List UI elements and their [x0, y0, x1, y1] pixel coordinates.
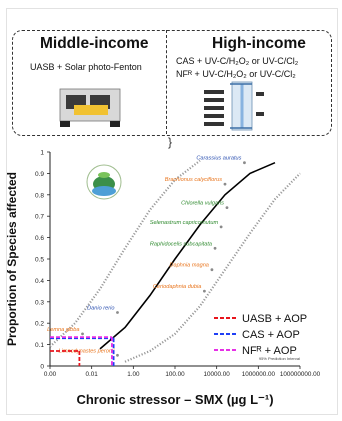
y-tick-label: 0 [40, 364, 44, 371]
x-tick-label: 10000.00 [204, 371, 231, 378]
y-tick-label: 0.2 [35, 321, 44, 328]
species-label: Limnodynastes peronii [58, 348, 115, 354]
prediction-interval-legend: 95% Prediction Interval [259, 356, 300, 361]
species-label: Lemna gibba [47, 327, 79, 333]
legend-label: CAS + AOP [242, 329, 300, 341]
ssd-curve [99, 161, 276, 350]
y-tick-label: 0.5 [35, 257, 44, 264]
species-label: Brachionus calyciflorus [165, 177, 222, 183]
membrane-uv-reactor-icon [204, 81, 264, 131]
middle-income-title: Middle-income [40, 35, 149, 52]
high-income-title: High-income [212, 35, 306, 52]
x-tick-label: 100000000.00 [280, 371, 321, 378]
scenario-panel [12, 30, 332, 136]
species-label: Chlorella vulgaris [181, 201, 224, 207]
species-point [243, 161, 246, 165]
figure-frame [6, 8, 338, 415]
y-tick-label: 0.3 [35, 299, 44, 306]
species-point [219, 225, 223, 229]
x-axis-label: Chronic stressor – SMX (µg L⁻¹) [76, 392, 273, 407]
y-tick-label: 0.7 [35, 214, 44, 221]
species-label: Daphnia magna [169, 263, 209, 269]
x-tick-label: 1.00 [127, 371, 140, 378]
y-tick-label: 0.9 [35, 171, 44, 178]
x-tick-label: 1000000.00 [242, 371, 276, 378]
y-tick-label: 1 [40, 150, 44, 157]
species-label: Danio rerio [87, 306, 114, 312]
high-income-label-2: NFᴿ + UV-C/H₂O₂ or UV-C/Cl₂ [176, 69, 296, 79]
y-tick-label: 0.6 [35, 235, 44, 242]
panel-divider [166, 30, 167, 134]
species-point [116, 353, 119, 357]
species-point [210, 268, 214, 272]
legend-label: NFᴿ + AOP [242, 345, 297, 357]
species-label: Selenastrum capricornutum [150, 220, 219, 226]
species-label: Raphidocelis subcapitata [150, 241, 212, 247]
species-point [116, 311, 119, 314]
x-tick-label: 100.00 [165, 371, 185, 378]
legend-label: UASB + AOP [242, 313, 307, 325]
logo-icon [86, 164, 122, 200]
species-point [223, 182, 227, 186]
prediction-interval-upper [49, 159, 201, 348]
species-point [213, 246, 217, 250]
y-tick-label: 0.8 [35, 192, 44, 199]
species-point [81, 332, 84, 336]
panel-brace: } [168, 135, 173, 149]
species-label: Carassius auratus [196, 156, 241, 162]
x-tick-label: 0.01 [86, 371, 99, 378]
x-tick-label: 0.00 [44, 371, 57, 378]
high-income-label-1: CAS + UV-C/H₂O₂ or UV-C/Cl₂ [176, 56, 299, 66]
chart: 0 0.1 0.2 0.3 0.4 0.5 0.6 0.7 0.8 0.9 1 0.00 0.01 1.0… [5, 150, 321, 408]
middle-income-label: UASB + Solar photo-Fenton [30, 62, 142, 72]
y-axis-label: Proportion of Species affected [5, 172, 19, 346]
species-point [203, 289, 206, 293]
solar-fenton-reactor-icon [59, 88, 121, 127]
y-tick-label: 0.1 [35, 342, 44, 349]
species-label: Ceriodaphnia dubia [153, 284, 202, 290]
y-tick-label: 0.4 [35, 278, 44, 285]
species-point [225, 206, 229, 210]
